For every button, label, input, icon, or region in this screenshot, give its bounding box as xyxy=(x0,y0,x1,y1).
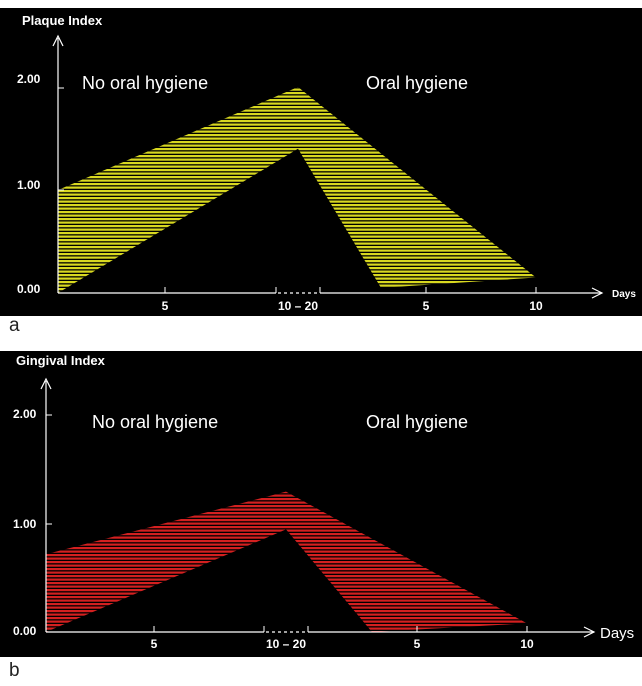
x-tick-label: 5 xyxy=(151,637,158,651)
plaque-index-chart: Plaque Index 2.00 1.00 0.00 5 10 – 20 5 … xyxy=(0,8,642,316)
gingival-index-chart: Gingival Index 2.00 1.00 0.00 5 10 – 20 … xyxy=(0,351,642,657)
phase-label-hygiene: Oral hygiene xyxy=(366,412,468,432)
x-axis-title: Days xyxy=(612,289,636,300)
panel-label-a: a xyxy=(9,315,20,337)
x-tick-label: 10 – 20 xyxy=(266,637,306,651)
y-tick-label: 1.00 xyxy=(13,517,37,531)
phase-label-no-hygiene: No oral hygiene xyxy=(82,73,208,93)
gingival-index-band xyxy=(46,492,527,632)
y-tick-label: 2.00 xyxy=(13,407,37,421)
x-tick-label: 5 xyxy=(162,299,169,313)
phase-label-hygiene: Oral hygiene xyxy=(366,73,468,93)
x-tick-label: 10 – 20 xyxy=(278,299,318,313)
x-axis-title: Days xyxy=(600,625,634,642)
panel-label-b: b xyxy=(9,660,20,682)
y-axis-title: Gingival Index xyxy=(16,353,106,368)
x-tick-label: 5 xyxy=(414,637,421,651)
y-tick-label: 0.00 xyxy=(13,624,37,638)
x-tick-label: 5 xyxy=(423,299,430,313)
y-tick-label: 0.00 xyxy=(17,282,41,296)
plaque-index-panel: Plaque Index 2.00 1.00 0.00 5 10 – 20 5 … xyxy=(0,8,642,316)
gingival-index-panel: Gingival Index 2.00 1.00 0.00 5 10 – 20 … xyxy=(0,351,642,657)
y-tick-label: 1.00 xyxy=(17,178,41,192)
y-axis-title: Plaque Index xyxy=(22,13,103,28)
phase-label-no-hygiene: No oral hygiene xyxy=(92,412,218,432)
x-tick-label: 10 xyxy=(529,299,543,313)
y-tick-label: 2.00 xyxy=(17,72,41,86)
plaque-index-band xyxy=(58,87,536,293)
x-tick-label: 10 xyxy=(520,637,534,651)
